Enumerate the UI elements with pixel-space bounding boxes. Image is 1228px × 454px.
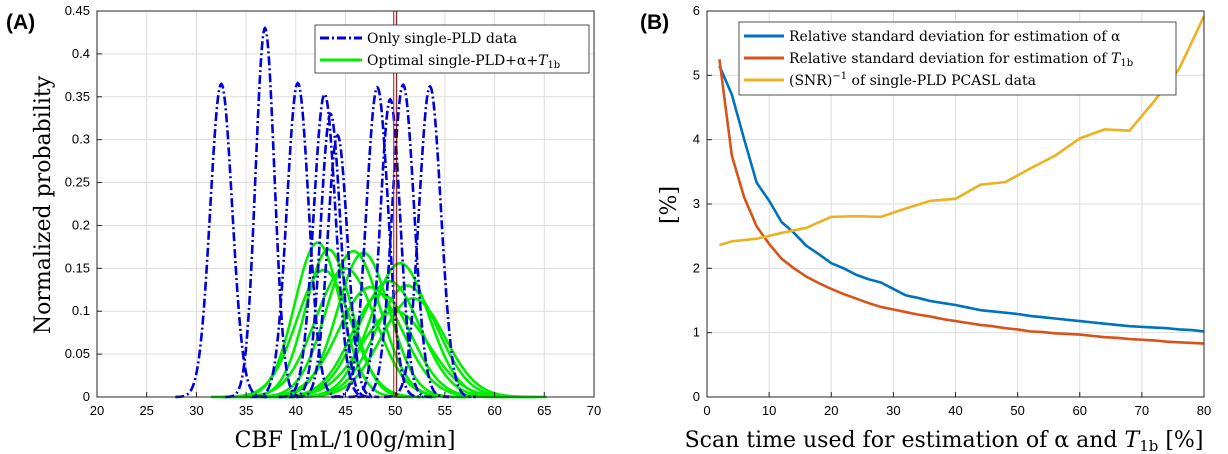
panel-b-legend: Relative standard deviation for estimati… — [738, 21, 1177, 96]
panel-a-curves — [175, 25, 547, 399]
panel-b-x-ticks: 0 10 20 30 40 50 60 70 80 — [703, 392, 1211, 418]
b-y-tick-label-2: 2 — [693, 260, 700, 275]
single-pld-curve-3 — [278, 92, 371, 399]
a-y-tick-label-0: 0 — [83, 389, 90, 404]
single-pld-curve-5 — [295, 133, 380, 399]
panel-b-x-axis-label: Scan time used for estimation of α and T… — [685, 428, 1204, 454]
panel-a-legend-label-single-pld: Only single-PLD data — [367, 31, 517, 47]
single-pld-curve-7 — [348, 97, 433, 399]
panel-a-legend-box — [314, 24, 590, 74]
b-x-tick-label-5: 50 — [1010, 403, 1024, 418]
single-pld-curve-6 — [331, 85, 424, 399]
a-x-tick-label-5: 45 — [338, 403, 352, 418]
a-x-tick-label-4: 40 — [289, 403, 303, 418]
panel-b-legend-box — [738, 21, 1177, 96]
b-x-tick-label-6: 60 — [1073, 403, 1087, 418]
a-y-tick-label-2: 0.1 — [72, 303, 90, 318]
a-y-tick-label-1: 0.05 — [65, 346, 90, 361]
b-y-tick-label-4: 4 — [693, 132, 700, 147]
single-pld-curve-2 — [251, 81, 344, 399]
a-x-tick-label-10: 70 — [587, 403, 601, 418]
single-pld-curve-9 — [384, 84, 476, 399]
optimal-curve-9 — [279, 261, 522, 399]
optimal-curve-5 — [220, 267, 471, 399]
b-x-tick-label-4: 40 — [948, 403, 962, 418]
panel-b-y-axis-label: [%] — [657, 186, 682, 224]
panel-a-x-axis-label: CBF [mL/100g/min] — [235, 428, 456, 453]
b-y-tick-label-6: 6 — [693, 3, 700, 18]
panel-a-legend-label-optimal: Optimal single-PLD+α+T1b — [367, 53, 560, 71]
panel-b-label: (B) — [640, 11, 669, 34]
panel-a-x-ticks: 20 25 30 35 40 45 50 55 60 65 70 — [90, 392, 601, 418]
inverse-snr-line — [719, 15, 1206, 247]
panel-b-legend-label-snr: (SNR)−1 of single-PLD PCASL data — [789, 71, 1036, 89]
a-x-tick-label-9: 65 — [537, 403, 551, 418]
b-y-tick-label-1: 1 — [693, 325, 700, 340]
panel-b-lines — [718, 15, 1206, 345]
b-y-tick-label-5: 5 — [693, 67, 700, 82]
a-x-tick-label-1: 25 — [139, 403, 153, 418]
panel-b-chart: (B) 0 10 20 30 40 50 60 70 80 0 1 2 3 4 5 6 Scan time … — [640, 3, 1211, 454]
a-y-tick-label-9: 0.45 — [65, 3, 90, 18]
panel-a-y-axis-label: Normalized probability — [31, 75, 56, 334]
a-x-tick-label-3: 35 — [239, 403, 253, 418]
a-y-tick-label-4: 0.2 — [72, 217, 90, 232]
t1b-rsd-line — [718, 59, 1205, 345]
single-pld-curve-8 — [357, 82, 450, 399]
b-y-tick-label-3: 3 — [693, 196, 700, 211]
a-y-tick-label-3: 0.15 — [65, 260, 90, 275]
b-x-tick-label-1: 10 — [762, 403, 776, 418]
panel-b-y-ticks: 0 1 2 3 4 5 6 — [693, 3, 712, 404]
a-x-tick-label-8: 60 — [487, 403, 501, 418]
single-pld-curve-1 — [225, 25, 305, 399]
b-x-tick-label-8: 80 — [1197, 403, 1211, 418]
a-y-tick-label-6: 0.3 — [72, 132, 90, 147]
a-x-tick-label-0: 20 — [90, 403, 104, 418]
b-x-tick-label-0: 0 — [703, 403, 710, 418]
a-y-tick-label-8: 0.4 — [72, 46, 90, 61]
single-pld-curve-4 — [288, 112, 373, 399]
a-y-tick-label-5: 0.25 — [65, 175, 90, 190]
b-x-tick-label-3: 30 — [886, 403, 900, 418]
b-x-tick-label-7: 70 — [1135, 403, 1149, 418]
optimal-curve-11 — [279, 297, 547, 399]
a-y-tick-label-7: 0.35 — [65, 89, 90, 104]
panel-b-legend-label-t1b: Relative standard deviation for estimati… — [789, 51, 1133, 69]
panel-a-legend: Only single-PLD data Optimal single-PLD+… — [314, 24, 590, 74]
panel-a-label: (A) — [6, 11, 35, 34]
a-x-tick-label-7: 55 — [438, 403, 452, 418]
a-x-tick-label-2: 30 — [189, 403, 203, 418]
a-x-tick-label-6: 50 — [388, 403, 402, 418]
single-pld-curve-0 — [175, 82, 268, 399]
panel-a-chart: (A) 20 25 30 35 40 45 50 55 60 65 70 00.050.10.150… — [6, 3, 601, 453]
optimal-curve-2 — [210, 268, 437, 399]
b-x-tick-label-2: 20 — [824, 403, 838, 418]
panel-a-y-ticks: 0 0.05 0.1 0.15 0.2 0.25 0.3 0.35 0.4 0.45 — [65, 3, 102, 404]
panel-b-legend-label-alpha: Relative standard deviation for estimati… — [789, 29, 1121, 45]
b-y-tick-label-0: 0 — [693, 389, 700, 404]
alpha-rsd-line — [718, 65, 1205, 333]
